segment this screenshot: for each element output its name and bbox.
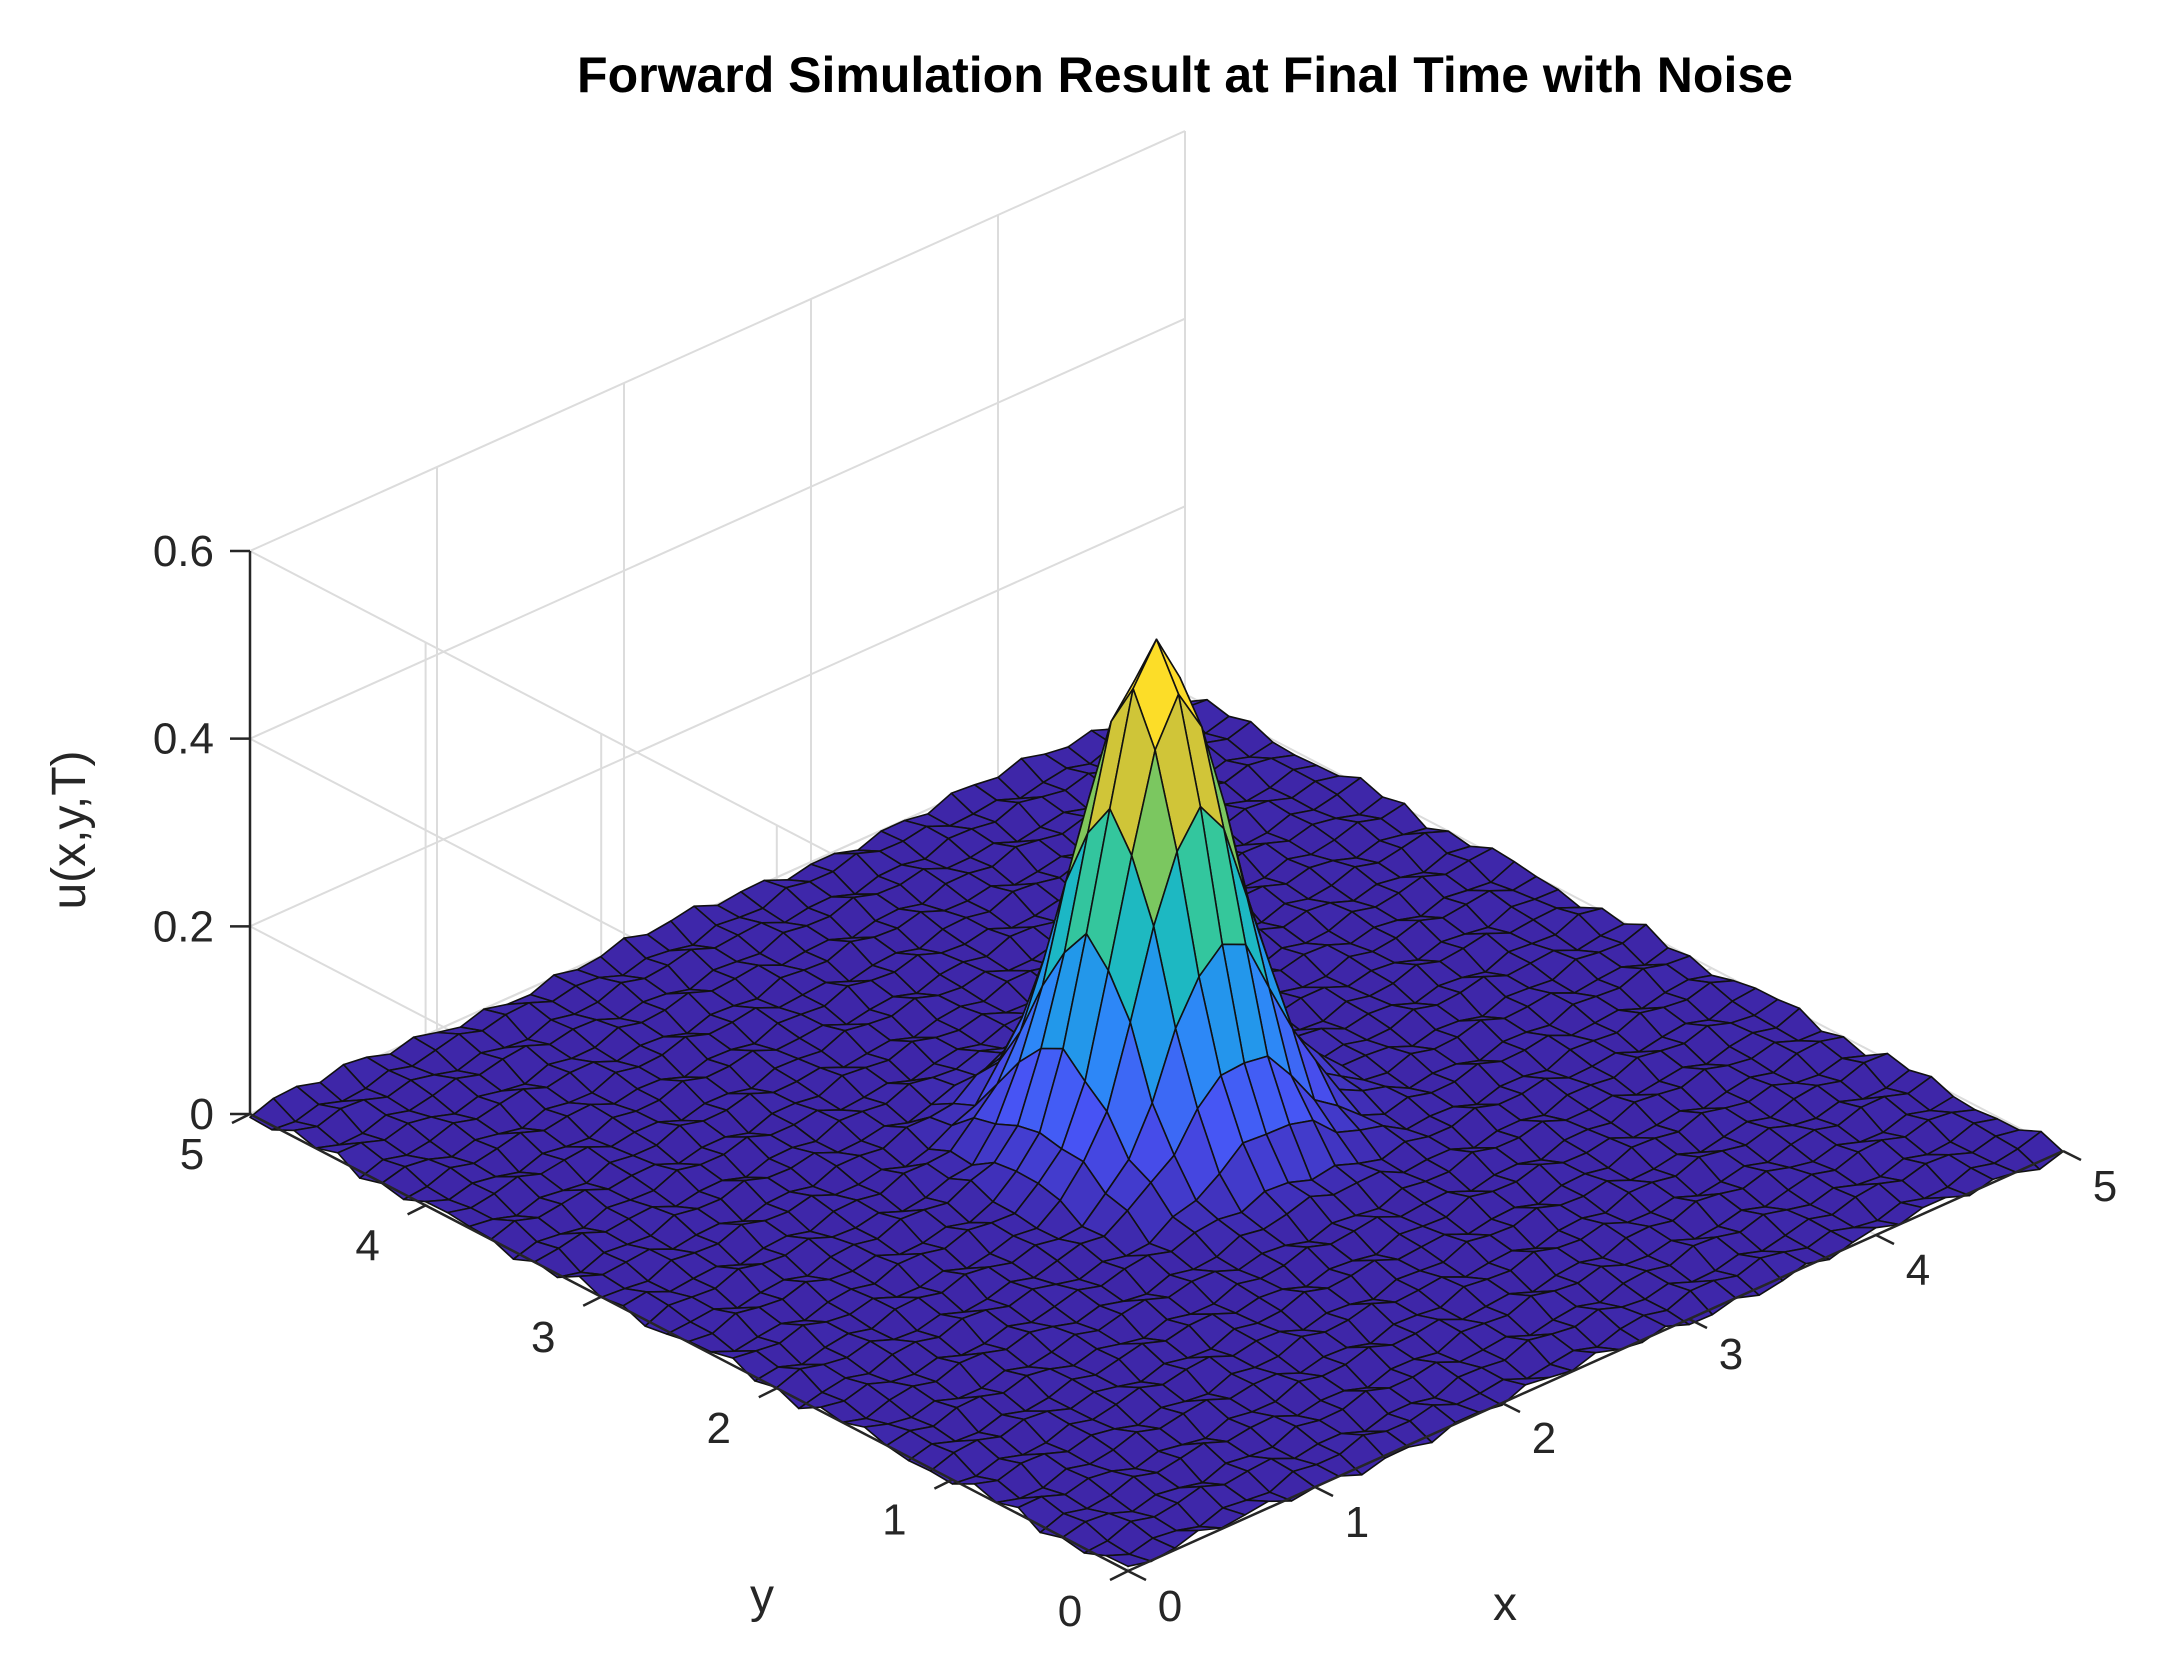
- y-axis-line: [249, 1112, 1129, 1573]
- y-tick-label-1: 1: [882, 1496, 906, 1545]
- y-tick-mark-5: [231, 1112, 251, 1125]
- y-tick-mark-3: [582, 1295, 602, 1307]
- x-tick-mark-3: [1688, 1317, 1708, 1330]
- z-tick-label-0: 0: [190, 1090, 214, 1139]
- y-tick-label-4: 4: [355, 1221, 379, 1270]
- chart-title: Forward Simulation Result at Final Time …: [577, 47, 1793, 103]
- y-tick-mark-4: [407, 1204, 427, 1216]
- x-tick-mark-2: [1501, 1401, 1521, 1414]
- x-tick-mark-1: [1314, 1485, 1334, 1498]
- y-tick-label-2: 2: [707, 1404, 731, 1453]
- y-tick-mark-2: [758, 1387, 778, 1399]
- x-axis-line: [1127, 1149, 2064, 1573]
- y-tick-mark-0: [1109, 1569, 1129, 1582]
- y-axis-label: y: [750, 1570, 774, 1623]
- x-tick-mark-0: [1127, 1569, 1147, 1582]
- y-tick-label-3: 3: [531, 1313, 555, 1362]
- x-axis-label: x: [1493, 1578, 1517, 1631]
- z-tick-label-1: 0.2: [153, 902, 214, 951]
- surface-mesh: [249, 638, 2064, 1568]
- x-tick-mark-4: [1875, 1233, 1895, 1246]
- x-tick-label-4: 4: [1906, 1246, 1930, 1295]
- x-tick-label-0: 0: [1158, 1582, 1182, 1631]
- z-tick-label-2: 0.4: [153, 715, 214, 764]
- x-tick-label-3: 3: [1719, 1330, 1743, 1379]
- x-tick-label-2: 2: [1532, 1414, 1556, 1463]
- z-tick-label-3: 0.6: [153, 527, 214, 576]
- x-tick-label-5: 5: [2093, 1162, 2117, 1211]
- x-tick-mark-5: [2062, 1149, 2082, 1162]
- y-tick-label-5: 5: [180, 1130, 204, 1179]
- y-tick-mark-1: [933, 1478, 953, 1490]
- x-tick-label-1: 1: [1345, 1498, 1369, 1547]
- axes-lines: [230, 549, 2082, 1582]
- z-axis-label: u(x,y,T): [43, 750, 96, 909]
- y-tick-label-0: 0: [1058, 1587, 1082, 1636]
